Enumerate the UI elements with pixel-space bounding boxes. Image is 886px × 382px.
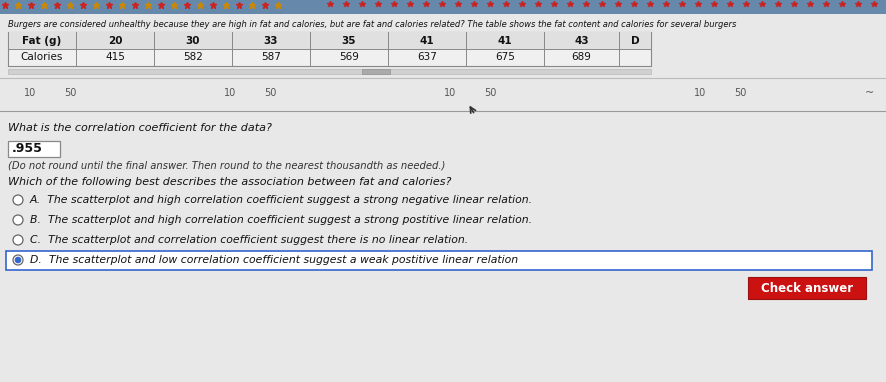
Bar xyxy=(8,69,651,74)
Text: 30: 30 xyxy=(186,36,200,45)
Text: Fat (g): Fat (g) xyxy=(22,36,62,45)
Text: 20: 20 xyxy=(108,36,122,45)
Text: 50: 50 xyxy=(484,88,496,98)
Text: 50: 50 xyxy=(264,88,276,98)
Text: 41: 41 xyxy=(420,36,434,45)
Text: Which of the following best describes the association between fat and calories?: Which of the following best describes th… xyxy=(8,177,451,187)
Text: D.  The scatterplot and low correlation coefficient suggest a weak postitive lin: D. The scatterplot and low correlation c… xyxy=(30,255,518,265)
Bar xyxy=(748,277,866,299)
Circle shape xyxy=(13,255,23,265)
Bar xyxy=(8,32,651,49)
Text: 43: 43 xyxy=(574,36,589,45)
Circle shape xyxy=(13,195,23,205)
Bar xyxy=(0,0,886,14)
Text: B.  The scatterplot and high correlation coefficient suggest a strong postitive : B. The scatterplot and high correlation … xyxy=(30,215,532,225)
Bar xyxy=(8,32,651,66)
Text: Burgers are considered unhealthy because they are high in fat and calories, but : Burgers are considered unhealthy because… xyxy=(8,20,736,29)
Text: 10: 10 xyxy=(224,88,237,98)
Text: 41: 41 xyxy=(498,36,512,45)
Text: Calories: Calories xyxy=(20,52,63,63)
Text: Check answer: Check answer xyxy=(761,282,853,295)
Bar xyxy=(8,141,60,157)
Text: D: D xyxy=(631,36,640,45)
Text: 587: 587 xyxy=(261,52,281,63)
Circle shape xyxy=(15,257,21,263)
Text: 582: 582 xyxy=(183,52,203,63)
Text: What is the correlation coefficient for the data?: What is the correlation coefficient for … xyxy=(8,123,272,133)
Text: ~: ~ xyxy=(866,88,874,98)
Circle shape xyxy=(13,235,23,245)
Text: 569: 569 xyxy=(339,52,359,63)
Bar xyxy=(6,251,872,270)
Text: .955: .955 xyxy=(12,142,43,155)
Text: 50: 50 xyxy=(734,88,746,98)
Text: 415: 415 xyxy=(105,52,125,63)
Text: A.  The scatterplot and high correlation coefficient suggest a strong negative l: A. The scatterplot and high correlation … xyxy=(30,195,533,205)
Text: (Do not round until the final answer. Then round to the nearest thousandth as ne: (Do not round until the final answer. Th… xyxy=(8,161,446,171)
Text: C.  The scatterplot and correlation coefficient suggest there is no linear relat: C. The scatterplot and correlation coeff… xyxy=(30,235,468,245)
Text: 689: 689 xyxy=(571,52,592,63)
Text: 33: 33 xyxy=(264,36,278,45)
Bar xyxy=(361,69,390,74)
Text: 10: 10 xyxy=(444,88,456,98)
Text: 10: 10 xyxy=(24,88,36,98)
Text: 35: 35 xyxy=(342,36,356,45)
Circle shape xyxy=(13,215,23,225)
Text: 637: 637 xyxy=(417,52,437,63)
Text: 10: 10 xyxy=(694,88,706,98)
Text: 675: 675 xyxy=(495,52,515,63)
Text: 50: 50 xyxy=(64,88,76,98)
